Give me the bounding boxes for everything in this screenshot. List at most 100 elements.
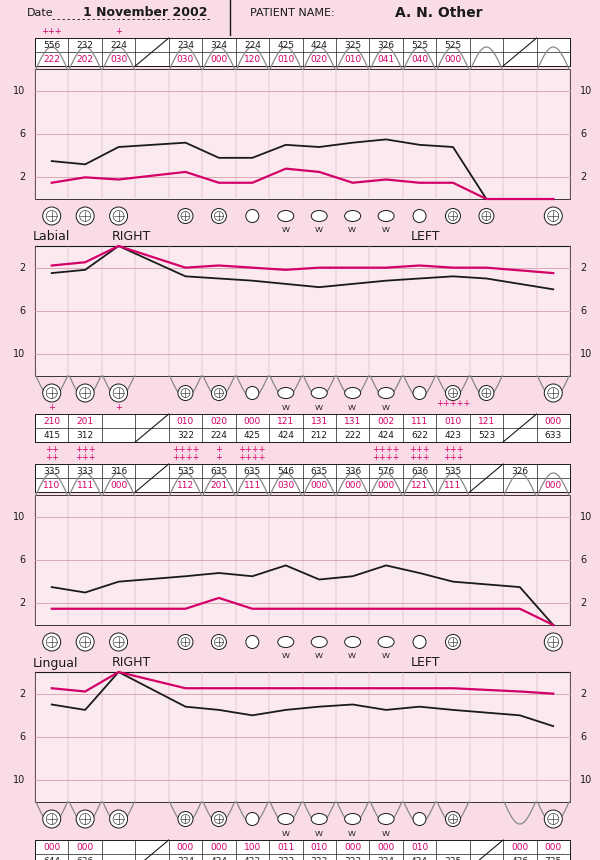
Text: 000: 000 (110, 481, 127, 489)
Text: 433: 433 (244, 857, 261, 860)
Text: 324: 324 (377, 857, 395, 860)
Text: +++: +++ (75, 453, 95, 463)
Text: vv: vv (348, 225, 357, 235)
Text: 635: 635 (311, 466, 328, 476)
Ellipse shape (378, 814, 394, 825)
Text: 110: 110 (43, 481, 61, 489)
Bar (35, 38, 570, 66)
Text: 000: 000 (244, 416, 261, 426)
Ellipse shape (178, 385, 193, 401)
Text: 434: 434 (411, 857, 428, 860)
Ellipse shape (246, 386, 259, 400)
Bar (35, 464, 570, 492)
Ellipse shape (413, 813, 426, 826)
Ellipse shape (113, 388, 124, 398)
Text: +: + (115, 27, 122, 35)
Ellipse shape (46, 211, 57, 222)
Text: 425: 425 (244, 431, 261, 439)
Ellipse shape (43, 207, 61, 225)
Ellipse shape (344, 211, 361, 222)
Ellipse shape (548, 388, 559, 398)
Ellipse shape (181, 389, 190, 397)
Text: +: + (48, 403, 55, 413)
Text: 201: 201 (211, 481, 227, 489)
Text: 6: 6 (19, 306, 25, 316)
Text: 000: 000 (545, 843, 562, 851)
Text: 010: 010 (344, 54, 361, 64)
Text: 010: 010 (311, 843, 328, 851)
Text: 6: 6 (580, 732, 586, 742)
Text: ++: ++ (45, 453, 59, 463)
Text: 336: 336 (344, 466, 361, 476)
Text: 030: 030 (110, 54, 127, 64)
Text: 2: 2 (580, 262, 586, 273)
Ellipse shape (181, 212, 190, 220)
Text: Labial: Labial (33, 230, 70, 243)
Text: 100: 100 (244, 843, 261, 851)
Text: 323: 323 (344, 857, 361, 860)
Text: 131: 131 (344, 416, 361, 426)
Ellipse shape (211, 635, 226, 649)
Ellipse shape (445, 208, 460, 224)
Bar (35, 840, 570, 860)
Ellipse shape (211, 812, 226, 826)
Ellipse shape (344, 814, 361, 825)
Text: vv: vv (348, 828, 357, 838)
Ellipse shape (445, 812, 460, 826)
Text: 322: 322 (177, 431, 194, 439)
Text: 131: 131 (311, 416, 328, 426)
Text: 622: 622 (411, 431, 428, 439)
Text: 234: 234 (177, 40, 194, 50)
Text: 326: 326 (511, 466, 529, 476)
Ellipse shape (46, 636, 57, 648)
Text: 10: 10 (580, 86, 592, 95)
Ellipse shape (413, 386, 426, 400)
Text: A. N. Other: A. N. Other (395, 6, 482, 20)
Text: 6: 6 (19, 129, 25, 139)
Text: 425: 425 (277, 40, 294, 50)
Text: 121: 121 (411, 481, 428, 489)
Text: 202: 202 (77, 54, 94, 64)
Text: vv: vv (382, 225, 391, 235)
Ellipse shape (482, 212, 491, 220)
Text: ++++: ++++ (239, 445, 266, 454)
Bar (35, 246, 570, 376)
Text: vv: vv (348, 652, 357, 660)
Ellipse shape (548, 814, 559, 825)
Text: PATIENT NAME:: PATIENT NAME: (250, 8, 335, 18)
Text: 415: 415 (43, 431, 60, 439)
Ellipse shape (178, 635, 193, 649)
Text: +++: +++ (443, 445, 463, 454)
Text: +++: +++ (75, 445, 95, 454)
Text: 2: 2 (580, 599, 586, 608)
Text: 334: 334 (177, 857, 194, 860)
Text: 1 November 2002: 1 November 2002 (83, 7, 207, 20)
Text: 635: 635 (244, 466, 261, 476)
Ellipse shape (43, 384, 61, 402)
Text: 735: 735 (545, 857, 562, 860)
Text: 333: 333 (77, 466, 94, 476)
Ellipse shape (482, 389, 491, 397)
Text: +++: +++ (409, 453, 430, 463)
Text: ++++: ++++ (172, 445, 199, 454)
Bar (35, 672, 570, 802)
Text: 546: 546 (277, 466, 295, 476)
Ellipse shape (278, 211, 294, 222)
Ellipse shape (278, 388, 294, 398)
Ellipse shape (344, 636, 361, 648)
Text: 030: 030 (277, 481, 295, 489)
Ellipse shape (544, 384, 562, 402)
Text: 2: 2 (19, 599, 25, 608)
Text: 224: 224 (244, 40, 261, 50)
Ellipse shape (311, 388, 327, 398)
Text: 2: 2 (19, 172, 25, 182)
Text: 010: 010 (411, 843, 428, 851)
Text: 010: 010 (445, 416, 461, 426)
Ellipse shape (246, 813, 259, 826)
Text: vv: vv (315, 225, 324, 235)
Ellipse shape (448, 212, 457, 220)
Text: 000: 000 (311, 481, 328, 489)
Ellipse shape (214, 389, 223, 397)
Ellipse shape (178, 208, 193, 224)
Text: 10: 10 (580, 349, 592, 359)
